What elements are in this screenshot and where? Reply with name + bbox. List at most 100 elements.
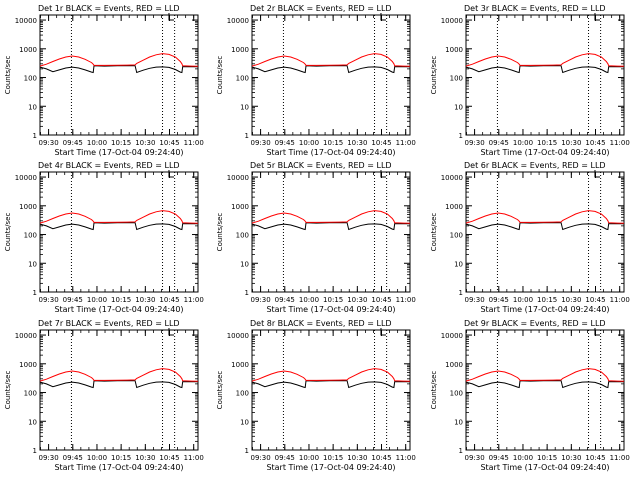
interval-marker [594, 13, 600, 21]
x-axis-label: Start Time (17-Oct-04 09:24:40) [54, 305, 183, 314]
series-line-lld [39, 53, 199, 67]
x-tick-label: 09:45 [63, 296, 83, 304]
x-tick-label: 10:30 [347, 454, 367, 462]
x-tick-label: 10:00 [299, 454, 319, 462]
x-tick-label: 10:30 [135, 296, 155, 304]
chart-title: Det 1r BLACK = Events, RED = LLD [38, 4, 180, 13]
y-tick-label: 10000 [227, 17, 249, 25]
x-tick-label: 10:15 [537, 296, 557, 304]
chart-panel-5: Det 5r BLACK = Events, RED = LLD Counts/s… [216, 161, 416, 314]
series-line-lld [251, 53, 411, 67]
y-tick-label: 1 [245, 447, 249, 455]
interval-marker [380, 328, 386, 336]
chart-title: Det 2r BLACK = Events, RED = LLD [250, 4, 392, 13]
y-tick-label: 1 [33, 447, 37, 455]
x-tick-label: 09:45 [275, 454, 295, 462]
series-line-events [39, 65, 198, 74]
plot-frame [465, 171, 625, 293]
y-axis-label: Counts/sec [216, 371, 224, 410]
plot-frame [251, 14, 411, 136]
chart-panel-3: Det 3r BLACK = Events, RED = LLD Counts/s… [430, 4, 630, 157]
x-tick-label: 11:00 [610, 139, 630, 147]
x-tick-label: 10:30 [561, 454, 581, 462]
y-tick-label: 1000 [445, 361, 463, 369]
y-tick-label: 10 [28, 260, 37, 268]
y-tick-label: 1000 [445, 46, 463, 54]
x-tick-label: 09:45 [489, 296, 509, 304]
x-tick-label: 10:00 [87, 139, 107, 147]
x-tick-label: 11:00 [610, 296, 630, 304]
x-tick-label: 10:45 [585, 296, 605, 304]
y-tick-label: 1000 [19, 46, 37, 54]
y-tick-label: 100 [236, 390, 249, 398]
plot-frame [465, 14, 625, 136]
y-axis-label: Counts/sec [430, 371, 438, 410]
interval-marker [168, 13, 174, 21]
y-axis-label: Counts/sec [216, 56, 224, 95]
y-tick-label: 1 [459, 447, 463, 455]
plot-frame [465, 329, 625, 451]
y-tick-label: 10000 [227, 174, 249, 182]
x-tick-label: 09:30 [250, 454, 270, 462]
x-tick-label: 10:30 [561, 296, 581, 304]
plot-frame [251, 171, 411, 293]
series-line-lld [465, 368, 625, 382]
chart-title: Det 5r BLACK = Events, RED = LLD [250, 161, 392, 170]
x-tick-label: 10:30 [135, 454, 155, 462]
y-tick-label: 10 [454, 103, 463, 111]
x-axis-label: Start Time (17-Oct-04 09:24:40) [266, 148, 395, 157]
y-tick-label: 10 [240, 260, 249, 268]
series-line-events [465, 65, 624, 74]
x-tick-label: 10:45 [371, 296, 391, 304]
series-line-lld [251, 210, 411, 224]
x-tick-label: 09:30 [464, 139, 484, 147]
interval-marker [594, 170, 600, 178]
x-tick-label: 10:00 [299, 139, 319, 147]
x-axis-label: Start Time (17-Oct-04 09:24:40) [266, 463, 395, 472]
y-tick-label: 100 [450, 232, 463, 240]
interval-marker [168, 328, 174, 336]
x-tick-label: 10:45 [159, 454, 179, 462]
series-line-lld [465, 53, 625, 67]
chart-panel-2: Det 2r BLACK = Events, RED = LLD Counts/s… [216, 4, 416, 157]
y-tick-label: 100 [236, 75, 249, 83]
y-tick-label: 10 [240, 103, 249, 111]
y-axis-label: Counts/sec [4, 213, 12, 252]
x-tick-label: 11:00 [184, 139, 204, 147]
series-line-lld [251, 368, 411, 382]
x-tick-label: 09:45 [275, 139, 295, 147]
y-tick-label: 10000 [227, 332, 249, 340]
x-tick-label: 10:45 [159, 296, 179, 304]
y-axis-label: Counts/sec [430, 56, 438, 95]
x-tick-label: 10:30 [561, 139, 581, 147]
x-tick-label: 10:00 [513, 454, 533, 462]
y-tick-label: 1000 [231, 203, 249, 211]
x-tick-label: 11:00 [184, 296, 204, 304]
series-line-lld [39, 368, 199, 382]
x-axis-label: Start Time (17-Oct-04 09:24:40) [54, 148, 183, 157]
y-tick-label: 1000 [19, 361, 37, 369]
x-tick-label: 10:00 [87, 296, 107, 304]
y-tick-label: 100 [24, 232, 37, 240]
x-tick-label: 10:45 [585, 139, 605, 147]
y-tick-label: 10 [28, 103, 37, 111]
plot-frame [251, 329, 411, 451]
x-tick-label: 10:15 [323, 454, 343, 462]
x-axis-label: Start Time (17-Oct-04 09:24:40) [266, 305, 395, 314]
y-axis-label: Counts/sec [430, 213, 438, 252]
x-tick-label: 11:00 [396, 296, 416, 304]
x-tick-label: 10:00 [87, 454, 107, 462]
y-tick-label: 1 [245, 289, 249, 297]
y-tick-label: 10 [240, 418, 249, 426]
y-tick-label: 100 [450, 75, 463, 83]
y-tick-label: 1 [33, 132, 37, 140]
y-tick-label: 1 [33, 289, 37, 297]
x-tick-label: 11:00 [184, 454, 204, 462]
y-tick-label: 1000 [231, 46, 249, 54]
x-tick-label: 10:00 [299, 296, 319, 304]
x-tick-label: 09:45 [489, 139, 509, 147]
chart-panel-6: Det 6r BLACK = Events, RED = LLD Counts/s… [430, 161, 630, 314]
plot-frame [39, 329, 199, 451]
chart-title: Det 7r BLACK = Events, RED = LLD [38, 319, 180, 328]
